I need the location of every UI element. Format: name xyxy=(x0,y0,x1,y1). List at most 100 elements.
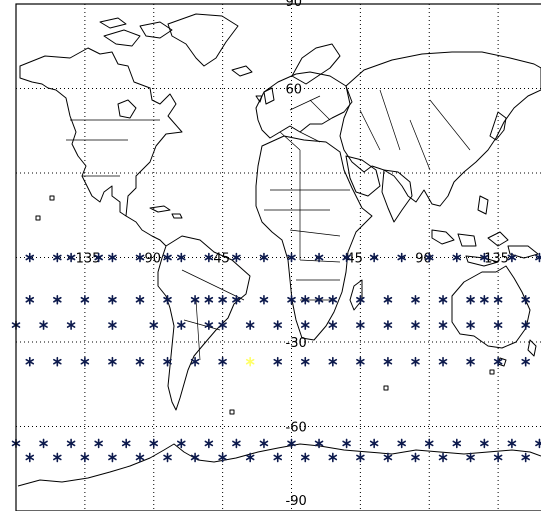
station-marker xyxy=(204,294,214,305)
station-marker xyxy=(480,252,489,263)
station-marker xyxy=(149,438,159,449)
africa-outline xyxy=(255,135,373,341)
station-marker xyxy=(39,438,48,449)
latitude-label: 60 xyxy=(286,83,303,98)
antarctica-outline xyxy=(17,443,541,487)
station-marker xyxy=(356,294,365,305)
station-marker xyxy=(218,294,227,305)
station-marker xyxy=(521,452,530,463)
station-marker xyxy=(273,320,283,330)
station-marker xyxy=(493,294,503,305)
station-marker xyxy=(287,252,296,263)
station-marker xyxy=(204,320,214,330)
highlighted-station-marker xyxy=(245,356,255,367)
station-marker xyxy=(314,438,324,449)
station-marker xyxy=(300,452,310,463)
station-marker xyxy=(287,438,296,449)
station-marker xyxy=(163,356,172,367)
station-marker xyxy=(218,356,227,367)
station-marker xyxy=(218,320,227,330)
station-marker xyxy=(493,356,503,367)
station-marker xyxy=(108,294,117,305)
station-marker xyxy=(521,320,530,330)
country-borders xyxy=(66,89,471,361)
station-marker xyxy=(232,438,241,449)
latitude-label: -60 xyxy=(286,421,307,436)
station-marker xyxy=(190,356,200,367)
station-marker xyxy=(135,452,145,463)
station-marker xyxy=(424,438,434,449)
latitude-label: -30 xyxy=(286,336,307,351)
station-marker xyxy=(328,294,338,305)
longitude-label: -135 xyxy=(71,252,101,267)
station-marker xyxy=(369,252,379,263)
station-marker xyxy=(190,294,200,305)
station-marker xyxy=(149,320,159,330)
british-isles-outline xyxy=(255,87,275,105)
station-marker xyxy=(232,252,241,263)
station-marker xyxy=(507,438,517,449)
station-marker xyxy=(259,252,269,263)
station-marker xyxy=(39,320,48,330)
station-marker xyxy=(466,452,475,463)
map-frame xyxy=(15,3,541,511)
station-marker xyxy=(507,252,517,263)
station-marker xyxy=(438,320,448,330)
station-marker xyxy=(452,252,462,263)
indonesia-outline xyxy=(431,229,539,267)
arabia-outline xyxy=(345,155,381,197)
station-marker xyxy=(521,356,530,367)
station-marker xyxy=(356,356,365,367)
station-marker xyxy=(94,438,103,449)
new-zealand-outline xyxy=(497,339,537,367)
station-marker xyxy=(108,356,117,367)
station-marker xyxy=(287,294,296,305)
station-marker xyxy=(259,294,269,305)
station-marker xyxy=(493,452,503,463)
station-marker xyxy=(218,452,227,463)
station-marker xyxy=(177,252,186,263)
madagascar-outline xyxy=(349,279,363,311)
station-marker xyxy=(300,320,310,330)
iceland-outline xyxy=(231,65,253,77)
arctic-islands-outline xyxy=(99,17,173,47)
station-marker xyxy=(53,356,62,367)
hudson-bay-outline xyxy=(117,99,137,119)
station-marker xyxy=(411,320,420,330)
continent-outlines xyxy=(17,13,541,487)
station-marker xyxy=(466,356,475,367)
station-marker xyxy=(25,252,35,263)
station-marker xyxy=(66,438,76,449)
station-marker xyxy=(383,294,393,305)
station-marker xyxy=(259,438,269,449)
station-marker xyxy=(25,356,35,367)
station-marker xyxy=(135,252,145,263)
station-marker xyxy=(535,252,541,263)
station-marker xyxy=(108,452,117,463)
station-marker xyxy=(80,294,90,305)
philippines-outline xyxy=(477,195,489,215)
station-marker xyxy=(204,438,214,449)
station-marker xyxy=(121,438,131,449)
graticule xyxy=(16,4,541,511)
station-marker xyxy=(342,252,351,263)
station-marker xyxy=(383,320,393,330)
asia-outline xyxy=(339,51,541,207)
longitude-label: 90 xyxy=(415,252,432,267)
station-marker xyxy=(535,438,541,449)
station-marker xyxy=(300,294,310,305)
station-marker xyxy=(438,294,448,305)
station-marker xyxy=(108,320,117,330)
station-marker xyxy=(80,452,90,463)
station-marker xyxy=(411,294,420,305)
station-marker xyxy=(163,452,172,463)
station-marker xyxy=(204,252,214,263)
station-marker xyxy=(108,252,117,263)
station-marker xyxy=(94,252,103,263)
station-marker xyxy=(397,252,406,263)
station-marker xyxy=(190,452,200,463)
north-america-outline xyxy=(19,47,183,217)
station-marker xyxy=(80,356,90,367)
small-islands xyxy=(35,195,495,415)
